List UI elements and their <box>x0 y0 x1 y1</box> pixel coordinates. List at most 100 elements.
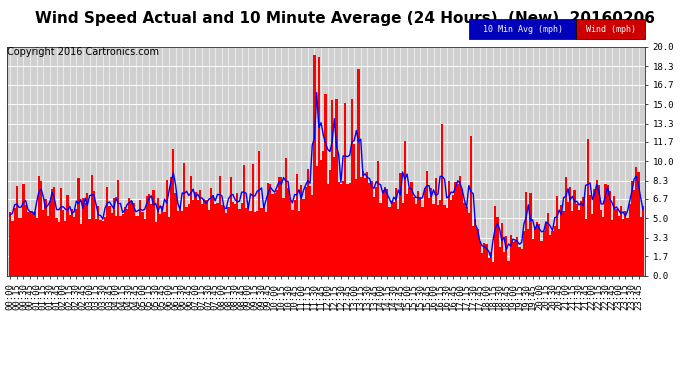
Bar <box>97 206 99 276</box>
Bar <box>232 202 234 276</box>
Bar <box>144 219 146 276</box>
Bar <box>307 169 309 276</box>
Bar <box>234 204 236 276</box>
Bar <box>181 211 184 276</box>
Bar <box>642 206 644 276</box>
Bar <box>14 208 16 276</box>
Bar <box>172 149 175 276</box>
Bar <box>600 210 602 276</box>
Bar <box>40 181 42 276</box>
Bar <box>479 241 481 276</box>
Bar <box>219 176 221 276</box>
Bar <box>540 241 542 276</box>
Bar <box>435 178 437 276</box>
Bar <box>607 184 609 276</box>
Bar <box>121 214 124 276</box>
Bar <box>417 191 419 276</box>
Bar <box>615 209 618 276</box>
Bar <box>468 213 470 276</box>
Bar <box>64 221 66 276</box>
Bar <box>564 177 567 276</box>
Bar <box>633 190 635 276</box>
Bar <box>439 200 441 276</box>
Bar <box>42 210 44 276</box>
Bar <box>529 194 531 276</box>
Bar <box>221 205 223 276</box>
Bar <box>225 213 228 276</box>
Bar <box>304 187 307 276</box>
Bar <box>280 177 282 276</box>
Bar <box>618 216 620 276</box>
Bar <box>49 201 51 276</box>
Bar <box>516 237 518 276</box>
Bar <box>267 183 269 276</box>
Bar <box>110 213 112 276</box>
Bar <box>415 204 417 276</box>
Bar <box>128 198 130 276</box>
Bar <box>112 198 115 276</box>
Bar <box>339 183 342 276</box>
Bar <box>373 196 375 276</box>
Bar <box>627 218 629 276</box>
Bar <box>481 253 483 276</box>
Bar <box>578 210 580 276</box>
Bar <box>217 203 219 276</box>
Bar <box>531 239 534 276</box>
Bar <box>326 184 328 276</box>
Bar <box>206 200 208 276</box>
Bar <box>20 218 22 276</box>
Bar <box>507 261 509 276</box>
Bar <box>638 172 640 276</box>
Bar <box>611 220 613 276</box>
Bar <box>117 180 119 276</box>
Bar <box>212 195 214 276</box>
Bar <box>430 188 433 276</box>
Bar <box>344 103 346 276</box>
Bar <box>315 166 318 276</box>
Bar <box>609 192 611 276</box>
Bar <box>79 224 82 276</box>
Text: Wind Speed Actual and 10 Minute Average (24 Hours)  (New)  20160206: Wind Speed Actual and 10 Minute Average … <box>35 11 655 26</box>
Bar <box>311 195 313 276</box>
Bar <box>351 99 353 276</box>
Bar <box>402 202 404 276</box>
Bar <box>346 184 348 276</box>
Bar <box>520 249 523 276</box>
Bar <box>130 201 132 276</box>
Bar <box>551 231 553 276</box>
Bar <box>406 194 408 276</box>
Bar <box>553 226 556 276</box>
Bar <box>95 219 97 276</box>
Bar <box>18 218 20 276</box>
Bar <box>598 185 600 276</box>
Bar <box>595 180 598 276</box>
Bar <box>214 204 217 276</box>
Bar <box>302 199 304 276</box>
Bar <box>86 194 88 276</box>
Bar <box>126 209 128 276</box>
Bar <box>318 57 320 276</box>
Bar <box>119 216 121 276</box>
Bar <box>461 189 463 276</box>
Bar <box>463 203 466 276</box>
Bar <box>457 184 459 276</box>
Bar <box>382 190 384 276</box>
Bar <box>179 206 181 276</box>
Bar <box>168 217 170 276</box>
Bar <box>254 212 256 276</box>
Bar <box>386 189 388 276</box>
Bar <box>536 222 538 276</box>
Bar <box>620 206 622 276</box>
Bar <box>538 224 540 276</box>
Bar <box>446 208 448 276</box>
Bar <box>223 206 225 276</box>
Bar <box>366 172 368 276</box>
Bar <box>589 195 591 276</box>
Bar <box>357 69 359 276</box>
Bar <box>99 220 101 276</box>
Bar <box>313 55 315 276</box>
Bar <box>448 180 450 276</box>
Bar <box>16 186 18 276</box>
Bar <box>57 222 60 276</box>
Bar <box>459 176 461 276</box>
